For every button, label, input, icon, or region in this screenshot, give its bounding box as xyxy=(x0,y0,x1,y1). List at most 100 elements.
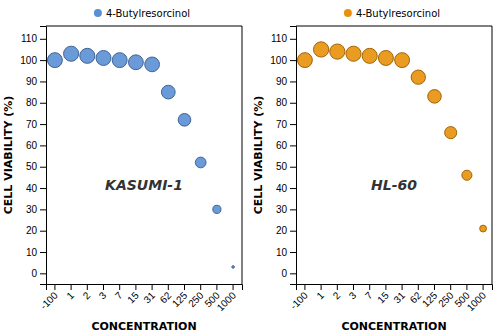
tick-mark xyxy=(290,103,296,104)
x-axis: -10012371531621252505001000 xyxy=(38,284,243,313)
y-tick-label: 50 xyxy=(26,161,38,172)
tick-mark xyxy=(290,209,296,210)
bubble xyxy=(445,127,457,139)
y-tick-label: 10 xyxy=(276,247,288,258)
bubble xyxy=(362,48,377,63)
x-tick: 1 xyxy=(64,284,76,301)
tick-mark xyxy=(385,284,386,290)
bubble xyxy=(411,70,425,84)
bubble xyxy=(80,48,95,63)
y-tick: 50 xyxy=(26,161,46,172)
y-tick: 70 xyxy=(276,119,296,130)
y-tick: 20 xyxy=(276,225,296,236)
y-tick-label: 90 xyxy=(26,76,38,87)
y-tick: 70 xyxy=(26,119,46,130)
tick-mark xyxy=(40,81,46,82)
bubble xyxy=(195,157,206,168)
legend-marker xyxy=(344,9,352,17)
x-tick-label: 125 xyxy=(420,289,440,309)
y-tick-label: 40 xyxy=(276,183,288,194)
y-tick: 80 xyxy=(26,97,46,108)
x-tick: 15 xyxy=(375,284,391,305)
legend-label: 4-Butylresorcinol xyxy=(356,8,440,19)
tick-mark xyxy=(40,273,46,274)
tick-mark xyxy=(434,284,435,290)
tick-mark xyxy=(483,284,484,290)
tick-mark xyxy=(466,284,467,290)
tick-mark xyxy=(40,103,46,104)
tick-mark xyxy=(290,273,296,274)
axis-line xyxy=(47,285,243,291)
y-tick-label: 20 xyxy=(26,225,38,236)
tick-mark xyxy=(40,145,46,146)
tick-mark xyxy=(40,209,46,210)
tick-mark xyxy=(290,188,296,189)
x-tick: 3 xyxy=(97,284,109,301)
bubble xyxy=(128,55,143,70)
bubble xyxy=(297,53,312,68)
x-tick-label: 2 xyxy=(331,289,343,301)
y-tick: 30 xyxy=(26,204,46,215)
y-tick-label: 70 xyxy=(276,119,288,130)
x-tick-label: 125 xyxy=(170,289,190,309)
y-tick: 50 xyxy=(276,161,296,172)
tick-mark xyxy=(450,284,451,290)
x-tick-label: 15 xyxy=(375,289,391,305)
tick-mark xyxy=(290,145,296,146)
bubble xyxy=(64,46,79,61)
tick-mark xyxy=(290,231,296,232)
x-tick-label: 7 xyxy=(363,289,375,301)
tick-mark xyxy=(152,284,153,290)
tick-mark xyxy=(418,284,419,290)
y-tick-label: 10 xyxy=(26,247,38,258)
y-tick-label: 0 xyxy=(31,268,37,279)
tick-mark xyxy=(87,284,88,290)
tick-mark xyxy=(233,284,234,290)
x-tick: -100 xyxy=(288,284,310,312)
bubble xyxy=(462,170,472,180)
tick-mark xyxy=(40,124,46,125)
frame xyxy=(296,26,492,27)
bubble xyxy=(213,205,221,213)
bubble xyxy=(480,225,487,232)
axis-line xyxy=(290,27,297,285)
y-tick: 100 xyxy=(20,55,46,66)
x-tick-label: 3 xyxy=(97,289,109,301)
x-tick: 1000 xyxy=(215,284,239,313)
x-tick: 250 xyxy=(436,284,456,309)
y-tick: 40 xyxy=(26,183,46,194)
x-tick: 31 xyxy=(391,284,407,305)
y-tick: 110 xyxy=(21,33,46,44)
tick-mark xyxy=(402,284,403,290)
bubble xyxy=(112,53,127,68)
bubble xyxy=(96,51,111,66)
y-tick: 10 xyxy=(276,247,296,258)
panel: -100123715316212525050010000102030405060… xyxy=(2,8,243,334)
series xyxy=(297,42,486,232)
y-tick-label: 40 xyxy=(26,183,38,194)
y-axis-title: CELL VIABILITY (%) xyxy=(2,96,15,215)
y-tick-label: 110 xyxy=(271,33,287,44)
x-tick-label: 15 xyxy=(125,289,141,305)
y-tick-label: 30 xyxy=(26,204,38,215)
y-tick-label: 50 xyxy=(276,161,288,172)
tick-mark xyxy=(290,124,296,125)
y-tick-label: 90 xyxy=(276,76,288,87)
x-tick-label: 1 xyxy=(64,289,76,301)
y-tick: 80 xyxy=(276,97,296,108)
y-tick-label: 80 xyxy=(276,97,288,108)
annotation: KASUMI-1 xyxy=(105,177,183,193)
legend: 4-Butylresorcinol xyxy=(94,8,190,19)
x-tick-label: 31 xyxy=(391,289,407,305)
x-tick-label: 1 xyxy=(314,289,326,301)
x-tick-label: 250 xyxy=(436,289,456,309)
frame xyxy=(492,26,493,284)
tick-mark xyxy=(200,284,201,290)
tick-mark xyxy=(290,252,296,253)
x-tick: -100 xyxy=(38,284,60,312)
y-tick-label: 0 xyxy=(281,268,287,279)
y-tick: 40 xyxy=(276,183,296,194)
legend-item: 4-Butylresorcinol xyxy=(94,8,190,19)
x-tick-label: 31 xyxy=(141,289,157,305)
tick-mark xyxy=(353,284,354,290)
